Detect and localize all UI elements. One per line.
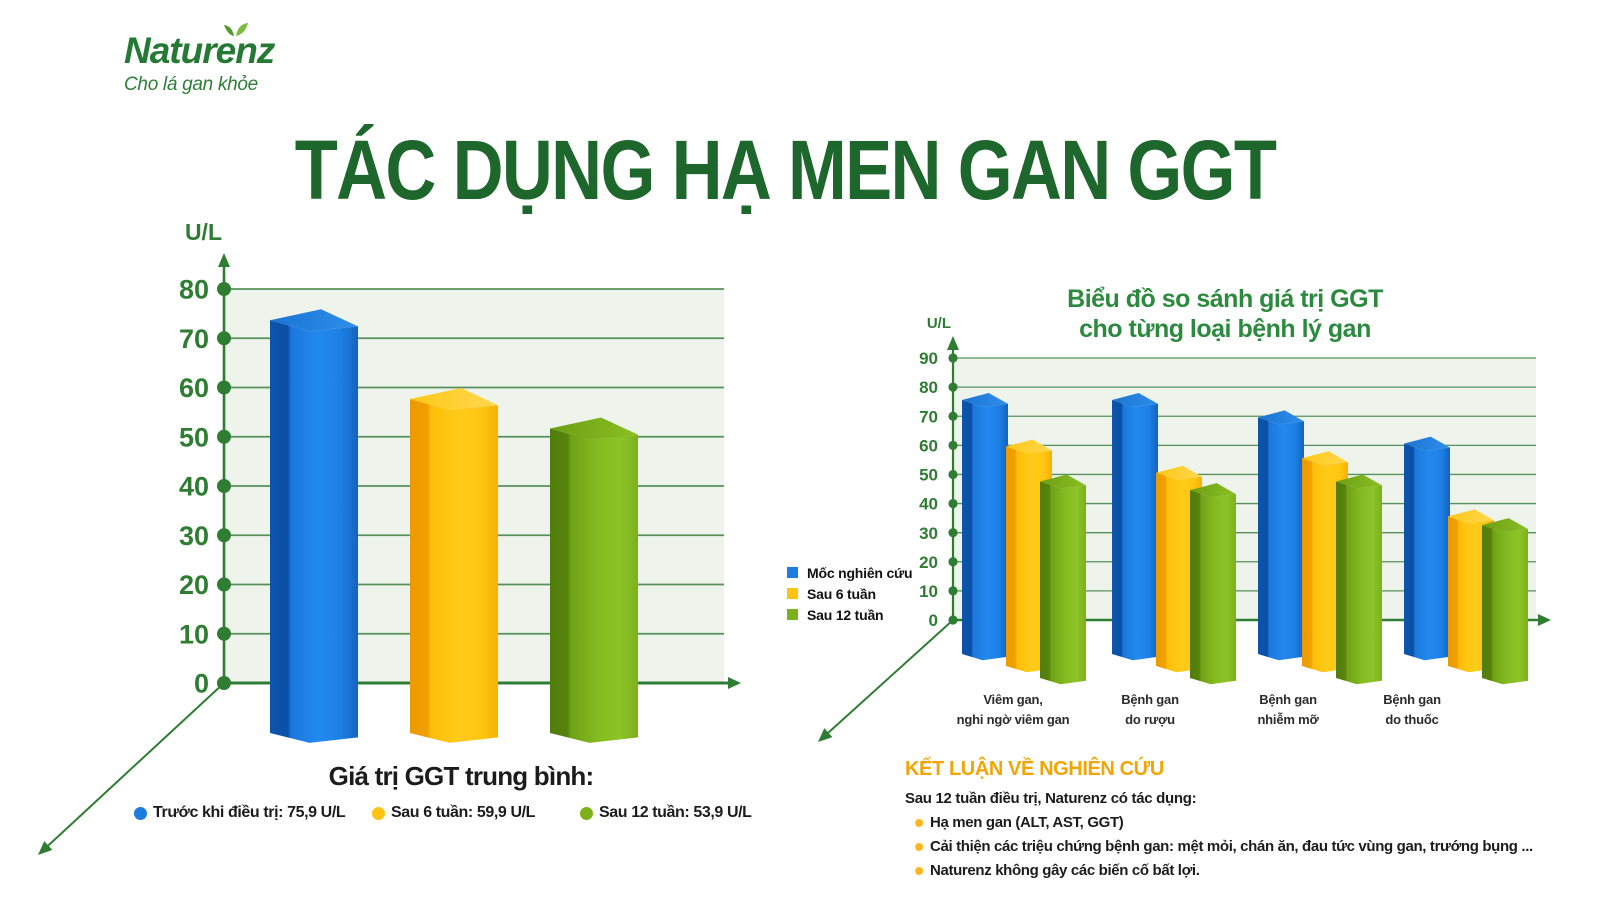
svg-text:70: 70: [179, 324, 209, 354]
left-chart: 0 10 20 30 40 50 60 70 80 U/L: [38, 219, 741, 855]
category-label: Bệnh gan do thuốc: [1322, 690, 1502, 730]
legend-label: Sau 12 tuần: [807, 606, 884, 623]
category-label: Bệnh gan do rượu: [1060, 690, 1240, 730]
category-line: Bệnh gan: [1383, 692, 1441, 707]
svg-text:90: 90: [919, 349, 938, 368]
legend-label: Mốc nghiên cứu: [807, 564, 913, 581]
legend-swatch-green: [787, 609, 798, 620]
svg-text:50: 50: [179, 422, 209, 452]
legend-item: Sau 12 tuần: 53,9 U/L: [580, 804, 752, 822]
legend-item: Mốc nghiên cứu: [787, 564, 913, 581]
legend-item: Sau 6 tuần: 59,9 U/L: [372, 804, 535, 822]
page-title: TÁC DỤNG HẠ MEN GAN GGT: [294, 123, 1277, 217]
right-chart-title: Biểu đồ so sánh giá trị GGT cho từng loạ…: [1040, 284, 1410, 344]
svg-text:0: 0: [194, 669, 209, 699]
brand-name: Naturenz: [124, 30, 275, 71]
legend-label: Sau 6 tuần: 59,9 U/L: [391, 804, 536, 821]
svg-text:30: 30: [179, 521, 209, 551]
right-chart-legend: Mốc nghiên cứu Sau 6 tuần Sau 12 tuần: [787, 564, 913, 629]
legend-label: Sau 6 tuần: [807, 585, 876, 602]
svg-text:30: 30: [919, 524, 938, 543]
category-line: Viêm gan,: [983, 692, 1043, 707]
conclusion-intro: Sau 12 tuần điều trị, Naturenz có tác dụ…: [905, 790, 1197, 807]
svg-text:80: 80: [179, 275, 209, 305]
svg-text:40: 40: [919, 495, 938, 514]
bullet-dot-icon: [915, 843, 923, 851]
brand-tagline: Cho lá gan khỏe: [124, 74, 258, 95]
bullet-dot-icon: [915, 819, 923, 827]
legend-swatch-blue: [787, 567, 798, 578]
svg-text:U/L: U/L: [185, 219, 222, 245]
svg-text:80: 80: [919, 378, 938, 397]
category-line: Bệnh gan: [1259, 692, 1317, 707]
category-line: do rượu: [1125, 712, 1175, 727]
svg-text:20: 20: [919, 553, 938, 572]
svg-text:0: 0: [929, 611, 938, 630]
leaf-icon: [220, 22, 254, 43]
conclusion-block: KẾT LUẬN VỀ NGHIÊN CỨU Sau 12 tuần điều …: [905, 758, 1565, 879]
category-line: do thuốc: [1385, 712, 1439, 727]
conclusion-bullet: Naturenz không gây các biến cố bất lợi.: [905, 862, 1565, 879]
bullet-text: Cải thiện các triệu chứng bệnh gan: mệt …: [930, 838, 1533, 855]
legend-item: Trước khi điều trị: 75,9 U/L: [134, 804, 346, 822]
svg-text:70: 70: [919, 407, 938, 426]
brand-logo: Naturenz Cho lá gan khỏe: [124, 23, 275, 96]
svg-text:50: 50: [919, 466, 938, 485]
conclusion-bullet: Hạ men gan (ALT, AST, GGT): [905, 814, 1565, 831]
legend-label: Trước khi điều trị: 75,9 U/L: [153, 804, 346, 821]
svg-text:60: 60: [919, 436, 938, 455]
svg-text:40: 40: [179, 472, 209, 502]
left-chart-legend-title: Giá trị GGT trung bình:: [328, 761, 594, 791]
svg-text:U/L: U/L: [927, 315, 951, 332]
right-chart-title-line1: Biểu đồ so sánh giá trị GGT: [1067, 285, 1383, 313]
svg-text:20: 20: [179, 570, 209, 600]
bullet-text: Hạ men gan (ALT, AST, GGT): [930, 814, 1124, 831]
category-label: Bệnh gan nhiễm mỡ: [1198, 690, 1378, 730]
category-line: Bệnh gan: [1121, 692, 1179, 707]
legend-item: Sau 12 tuần: [787, 606, 912, 623]
legend-dot-yellow: [372, 806, 385, 820]
svg-text:60: 60: [179, 373, 209, 403]
conclusion-heading: KẾT LUẬN VỀ NGHIÊN CỨU: [905, 758, 1164, 780]
category-label: Viêm gan, nghi ngờ viêm gan: [923, 690, 1103, 730]
right-chart: 0 10 20 30 40 50 60 70 80 90 U/L: [818, 315, 1551, 742]
category-line: nghi ngờ viêm gan: [956, 712, 1070, 727]
bullet-text: Naturenz không gây các biến cố bất lợi.: [930, 862, 1200, 879]
legend-item: Sau 6 tuần: [787, 585, 912, 602]
right-chart-title-line2: cho từng loại bệnh lý gan: [1079, 315, 1371, 343]
legend-dot-blue: [134, 806, 147, 820]
svg-text:10: 10: [919, 582, 938, 601]
svg-text:10: 10: [179, 619, 209, 649]
legend-dot-green: [580, 806, 593, 820]
category-line: nhiễm mỡ: [1257, 712, 1319, 727]
legend-swatch-yellow: [787, 588, 798, 599]
conclusion-bullet: Cải thiện các triệu chứng bệnh gan: mệt …: [905, 838, 1565, 855]
bullet-dot-icon: [915, 867, 923, 875]
legend-label: Sau 12 tuần: 53,9 U/L: [599, 804, 752, 821]
